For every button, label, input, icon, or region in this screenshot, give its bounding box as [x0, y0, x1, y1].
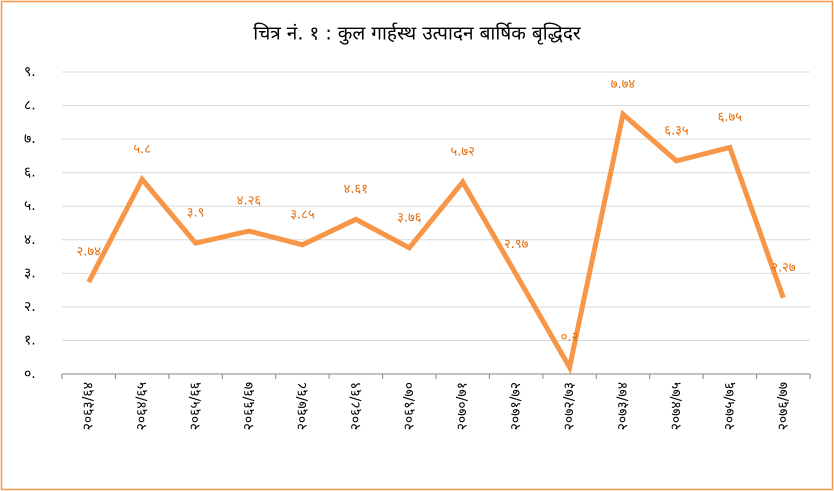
- data-label: ०.२: [561, 330, 579, 345]
- y-tick-label: ६.: [24, 165, 36, 181]
- data-label: ३.७६: [397, 210, 422, 225]
- x-tick-label: २०६३/६४: [81, 382, 97, 430]
- x-tick-label: २०७१/७२: [508, 382, 524, 430]
- x-tick-label: २०६६/६७: [241, 382, 257, 430]
- y-tick-label: ४.: [24, 232, 36, 248]
- x-tick-label: २०६४/६५: [134, 382, 150, 430]
- data-label: ४.६१: [344, 182, 368, 197]
- x-tick-label: २०७५/७६: [722, 382, 738, 430]
- data-label: २.७४: [77, 245, 102, 260]
- x-tick-label: २०६५/६६: [188, 382, 204, 430]
- x-tick-label: २०६९/७०: [401, 382, 417, 430]
- data-label: ६.३५: [664, 123, 689, 138]
- x-tick-label: २०७२/७३: [562, 382, 578, 430]
- x-tick-label: २०७४/७५: [668, 382, 684, 430]
- y-tick-label: ७.: [24, 131, 36, 147]
- y-tick-label: ९.: [24, 64, 36, 80]
- line: [86, 109, 786, 375]
- y-tick-label: ०.: [24, 366, 36, 382]
- data-label: ५.७२: [451, 145, 475, 160]
- data-label: ६.७५: [718, 110, 743, 125]
- data-label: ७.७४: [611, 77, 636, 92]
- y-tick-label: ५.: [24, 198, 36, 214]
- x-tick-label: २०७३/७४: [615, 382, 631, 430]
- x-tick-label: २०६७/६८: [294, 382, 310, 430]
- data-label: ३.८५: [290, 207, 315, 222]
- chart-title: चित्र नं. १ : कुल गार्हस्थ उत्पादन बार्ष…: [253, 22, 582, 46]
- y-tick-label: ८.: [24, 98, 36, 114]
- data-label: ५.८: [133, 142, 151, 157]
- data-label: २.२७: [771, 260, 796, 275]
- data-label: ३.९: [187, 206, 205, 221]
- y-tick-label: ३.: [24, 265, 36, 281]
- x-tick-label: २०७६/७७: [775, 382, 791, 430]
- y-tick-label: २.: [24, 299, 36, 315]
- x-tick-label: २०७०/७१: [455, 382, 471, 430]
- data-label: २.९७: [504, 237, 529, 252]
- data-label: ४.२६: [237, 194, 262, 209]
- y-tick-label: १.: [24, 332, 36, 348]
- x-tick-label: २०६८/६९: [348, 382, 364, 430]
